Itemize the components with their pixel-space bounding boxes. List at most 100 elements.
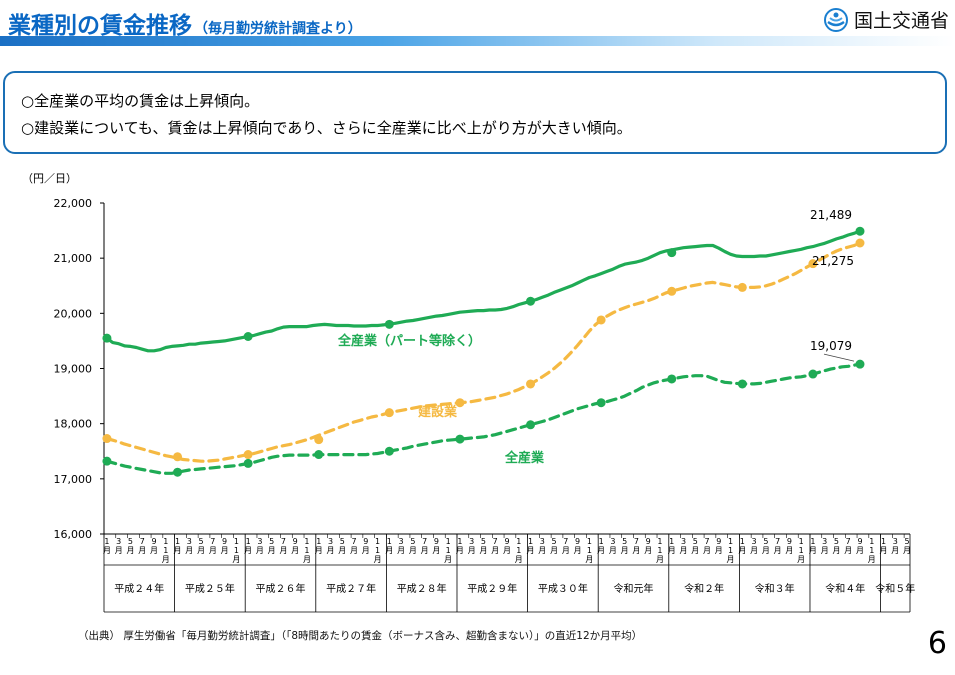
series-marker-2: [455, 434, 465, 444]
month-tick-label: 月: [115, 546, 123, 555]
series-marker-2: [173, 467, 183, 477]
year-group-label: 平成２８年: [397, 582, 447, 595]
month-tick-label: 7: [351, 537, 356, 546]
month-tick-label: 1: [304, 546, 309, 555]
month-tick-label: 1: [375, 537, 380, 546]
month-tick-label: 9: [787, 537, 792, 546]
year-group-label: 平成２５年: [185, 582, 235, 595]
year-group-label: 平成２９年: [467, 582, 517, 595]
series-marker-2: [526, 420, 536, 430]
month-tick-label: 1: [304, 537, 309, 546]
y-tick-label: 16,000: [54, 528, 93, 541]
ministry-logo: 国土交通省: [823, 6, 949, 33]
series-marker-2: [737, 379, 747, 389]
y-tick-label: 19,000: [54, 363, 93, 376]
month-tick-label: 月: [185, 546, 193, 555]
header-band: [0, 36, 955, 46]
month-tick-label: 7: [634, 537, 639, 546]
month-tick-label: 9: [575, 537, 580, 546]
month-tick-label: 3: [681, 537, 686, 546]
month-tick-label: 3: [257, 537, 262, 546]
month-tick-label: 月: [315, 546, 323, 555]
year-group-label: 平成３０年: [538, 582, 588, 595]
month-tick-label: 7: [281, 537, 286, 546]
month-tick-label: 月: [656, 555, 664, 564]
month-tick-label: 1: [869, 537, 874, 546]
month-tick-label: 月: [456, 546, 464, 555]
month-tick-label: 1: [528, 537, 533, 546]
month-tick-label: 1: [587, 546, 592, 555]
series-marker-1: [596, 315, 606, 325]
month-tick-label: 1: [516, 546, 521, 555]
month-tick-label: 月: [844, 546, 852, 555]
page-number: 6: [927, 626, 947, 661]
month-tick-label: 月: [303, 555, 311, 564]
series-marker-0: [102, 333, 112, 343]
series-marker-2: [855, 359, 865, 369]
month-tick-label: 月: [503, 546, 511, 555]
month-tick-label: 月: [103, 546, 111, 555]
title-main: 業種別の賃金推移: [8, 13, 192, 39]
series-marker-1: [526, 379, 536, 389]
month-tick-label: 1: [457, 537, 462, 546]
month-tick-label: 3: [893, 537, 898, 546]
series-marker-0: [526, 296, 536, 306]
y-tick-label: 22,000: [54, 197, 93, 210]
month-tick-label: 1: [234, 546, 239, 555]
series-marker-1: [808, 259, 818, 269]
month-tick-label: 月: [632, 546, 640, 555]
month-tick-label: 5: [199, 537, 204, 546]
year-group-label: 令和４年: [825, 582, 865, 595]
month-tick-label: 月: [679, 546, 687, 555]
month-tick-label: 1: [728, 537, 733, 546]
month-tick-label: 月: [609, 546, 617, 555]
month-tick-label: 1: [810, 537, 815, 546]
month-tick-label: 月: [421, 546, 429, 555]
series-marker-2: [596, 398, 606, 408]
month-tick-label: 1: [799, 546, 804, 555]
month-tick-label: 月: [527, 546, 535, 555]
month-tick-label: 月: [809, 546, 817, 555]
month-tick-label: 月: [491, 546, 499, 555]
month-tick-label: 5: [693, 537, 698, 546]
month-tick-label: 月: [738, 546, 746, 555]
month-tick-label: 3: [469, 537, 474, 546]
series-marker-2: [243, 458, 253, 468]
month-tick-label: 月: [762, 546, 770, 555]
month-tick-label: 1: [869, 546, 874, 555]
month-tick-label: 9: [434, 537, 439, 546]
month-tick-label: 5: [905, 537, 910, 546]
month-tick-label: 5: [481, 537, 486, 546]
series-marker-1: [737, 282, 747, 292]
month-tick-label: 1: [516, 537, 521, 546]
month-tick-label: 7: [704, 537, 709, 546]
y-tick-label: 20,000: [54, 307, 93, 320]
month-tick-label: 5: [763, 537, 768, 546]
month-tick-label: 月: [821, 546, 829, 555]
source-note: （出典） 厚生労働省「毎月勤労統計調査」（「8時間あたりの賃金（ボーナス含み、超…: [78, 630, 643, 642]
series-marker-1: [455, 398, 465, 408]
month-tick-label: 3: [187, 537, 192, 546]
series-marker-1: [243, 450, 253, 460]
end-value-label-2: 19,079: [810, 339, 852, 353]
series-marker-1: [102, 434, 112, 444]
month-tick-label: 月: [668, 546, 676, 555]
month-tick-label: 月: [444, 555, 452, 564]
end-value-label-1: 21,275: [812, 254, 854, 268]
chart-axes: （円／日） 16,000 17,000 18,000 19,000 20,000 21,00…: [22, 172, 915, 613]
month-tick-label: 1: [728, 546, 733, 555]
month-tick-label: 月: [574, 546, 582, 555]
series-marker-0: [384, 319, 394, 329]
wage-line-chart: （円／日） 16,000 17,000 18,000 19,000 20,000 21,00…: [22, 172, 915, 613]
month-tick-label: 7: [493, 537, 498, 546]
month-tick-label: 月: [256, 546, 264, 555]
series-marker-2: [102, 456, 112, 466]
month-tick-label: 1: [375, 546, 380, 555]
month-tick-label: 1: [104, 537, 109, 546]
y-axis-label: （円／日）: [22, 172, 77, 185]
month-tick-label: 月: [197, 546, 205, 555]
month-tick-label: 月: [409, 546, 417, 555]
month-tick-label: 5: [128, 537, 133, 546]
month-tick-label: 月: [891, 546, 899, 555]
series-line-2: [105, 362, 862, 475]
